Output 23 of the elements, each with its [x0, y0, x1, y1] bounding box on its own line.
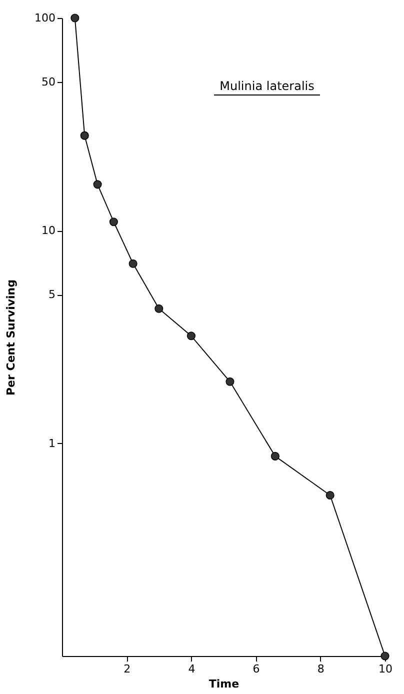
x-axis-title: Time: [208, 678, 240, 690]
point: [186, 332, 196, 340]
point: [109, 218, 118, 226]
point: [70, 14, 80, 22]
annotation: Mulinia lateralis: [220, 79, 314, 93]
point: [80, 131, 89, 140]
point: [154, 304, 164, 313]
y-tick-label: 100: [34, 12, 56, 24]
x-tick-label: 4: [188, 662, 196, 676]
x-tick-label: 2: [124, 662, 131, 676]
x-tick-label: 10: [378, 662, 392, 676]
x-tick-label: 6: [252, 662, 260, 676]
point: [326, 490, 334, 500]
y-tick-label: 10: [42, 224, 56, 238]
x-tick-label: 8: [317, 662, 324, 676]
y-tick-label: 1: [48, 436, 56, 450]
y-tick-label: 5: [48, 288, 56, 302]
y-tick-label: 50: [42, 76, 56, 89]
point: [270, 452, 280, 460]
y-axis-title: Per Cent Surviving: [4, 280, 18, 396]
point: [226, 377, 234, 386]
point: [93, 180, 102, 189]
point: [128, 259, 138, 268]
